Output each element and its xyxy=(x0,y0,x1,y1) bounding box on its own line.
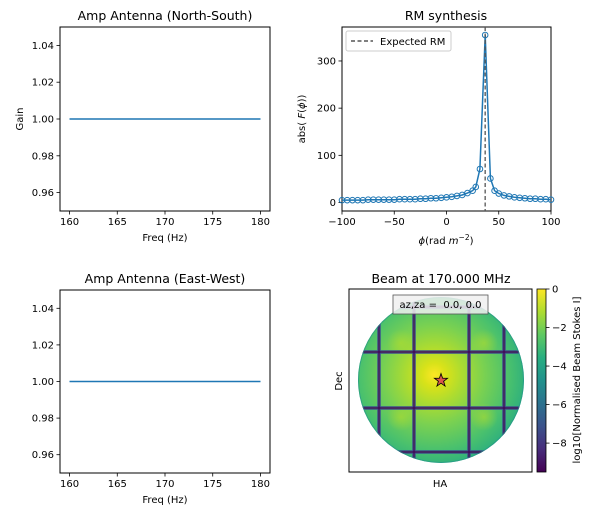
x-axis-label: Freq (Hz) xyxy=(142,233,187,244)
colorbar-tick-label: −2 xyxy=(552,323,567,334)
x-ticks: −100 −50 0 50 100 xyxy=(328,211,561,228)
data-point xyxy=(472,183,480,191)
x-tick-label: 170 xyxy=(155,479,174,490)
colorbar-tick-label: 0 xyxy=(552,285,558,296)
y-tick-label: 1.02 xyxy=(32,340,54,351)
data-point xyxy=(481,31,489,39)
legend-box xyxy=(345,30,452,52)
x-tick-label: 180 xyxy=(251,217,270,228)
x-ticks: 160 165 170 175 180 xyxy=(60,211,270,228)
panel-title: Beam at 170.000 MHz xyxy=(371,271,510,286)
y-tick-label: 0.96 xyxy=(32,450,54,461)
pointing-star-icon xyxy=(433,372,449,388)
annotation-text: az,za = 0.0, 0.0 xyxy=(399,300,481,311)
y-tick-label: 0.98 xyxy=(32,414,54,425)
x-tick-label: 50 xyxy=(492,217,505,228)
colorbar xyxy=(536,288,547,473)
colorbar-label: log10[Normalised Beam Stokes I] xyxy=(572,296,583,463)
x-tick-label: 175 xyxy=(203,217,222,228)
data-point xyxy=(487,175,494,182)
y-axis-label: Dec xyxy=(334,371,345,390)
x-tick-label: 180 xyxy=(251,479,270,490)
colorbar-ticks: 0 −2 −4 −6 −8 xyxy=(546,285,567,450)
panel-rm-synthesis: RM synthesis ϕ(rad m−2) abs( F(ϕ)) −100−… xyxy=(297,8,561,247)
y-tick-label: 1.04 xyxy=(32,41,54,52)
x-tick-label: −50 xyxy=(384,217,405,228)
y-tick-label: 0.98 xyxy=(32,151,54,162)
panel-title: Amp Antenna (East-West) xyxy=(85,271,246,286)
annotation-box xyxy=(392,294,489,315)
panel-title: Amp Antenna (North-South) xyxy=(78,8,253,23)
y-ticks: 0.96 0.98 1.00 1.02 1.04 xyxy=(32,41,60,199)
data-point xyxy=(547,196,555,203)
y-axis-label: Gain xyxy=(15,108,26,131)
data-point xyxy=(476,165,484,173)
x-tick-label: 175 xyxy=(203,479,222,490)
y-tick-label: 0 xyxy=(330,198,336,209)
y-tick-label: 1.00 xyxy=(32,115,54,126)
x-axis-label: HA xyxy=(433,479,448,490)
y-tick-label: 0.96 xyxy=(32,188,54,199)
x-tick-label: 170 xyxy=(155,217,174,228)
series-line xyxy=(342,34,552,201)
y-tick-label: 1.00 xyxy=(32,377,54,388)
x-tick-label: 165 xyxy=(108,217,127,228)
panel-amp-ns: Amp Antenna (North-South) Freq (Hz) Gain… xyxy=(15,8,271,244)
y-tick-label: 300 xyxy=(317,56,336,67)
x-tick-label: −100 xyxy=(328,217,355,228)
legend-label: Expected RM xyxy=(380,37,445,48)
x-tick-label: 160 xyxy=(60,479,79,490)
colorbar-tick-label: −6 xyxy=(552,400,567,411)
colorbar-tick-label: −8 xyxy=(552,439,567,450)
series xyxy=(338,27,555,211)
plot-area xyxy=(341,26,552,212)
y-tick-label: 1.04 xyxy=(32,304,54,315)
x-tick-label: 100 xyxy=(541,217,560,228)
x-axis-label: ϕ(rad m−2) xyxy=(419,233,474,247)
y-tick-label: 100 xyxy=(317,151,336,162)
x-axis-label: Freq (Hz) xyxy=(142,495,187,506)
x-tick-label: 0 xyxy=(443,217,449,228)
y-ticks: 0.96 0.98 1.00 1.02 1.04 xyxy=(32,304,60,461)
y-tick-label: 1.02 xyxy=(32,78,54,89)
legend: Expected RM xyxy=(345,30,452,52)
panel-amp-ew: Amp Antenna (East-West) Freq (Hz) 160 165… xyxy=(32,271,271,506)
colorbar-tick-label: −4 xyxy=(552,362,567,373)
x-ticks: 160 165 170 175 180 xyxy=(60,473,270,490)
x-tick-label: 160 xyxy=(60,217,79,228)
y-tick-label: 200 xyxy=(317,104,336,115)
y-ticks: 0 100 200 300 xyxy=(317,56,342,209)
panel-title: RM synthesis xyxy=(405,8,487,23)
x-tick-label: 165 xyxy=(108,479,127,490)
data-point xyxy=(464,189,471,197)
panel-beam: Beam at 170.000 MHz xyxy=(334,271,583,490)
y-axis-label: abs( F(ϕ)) xyxy=(297,94,308,143)
